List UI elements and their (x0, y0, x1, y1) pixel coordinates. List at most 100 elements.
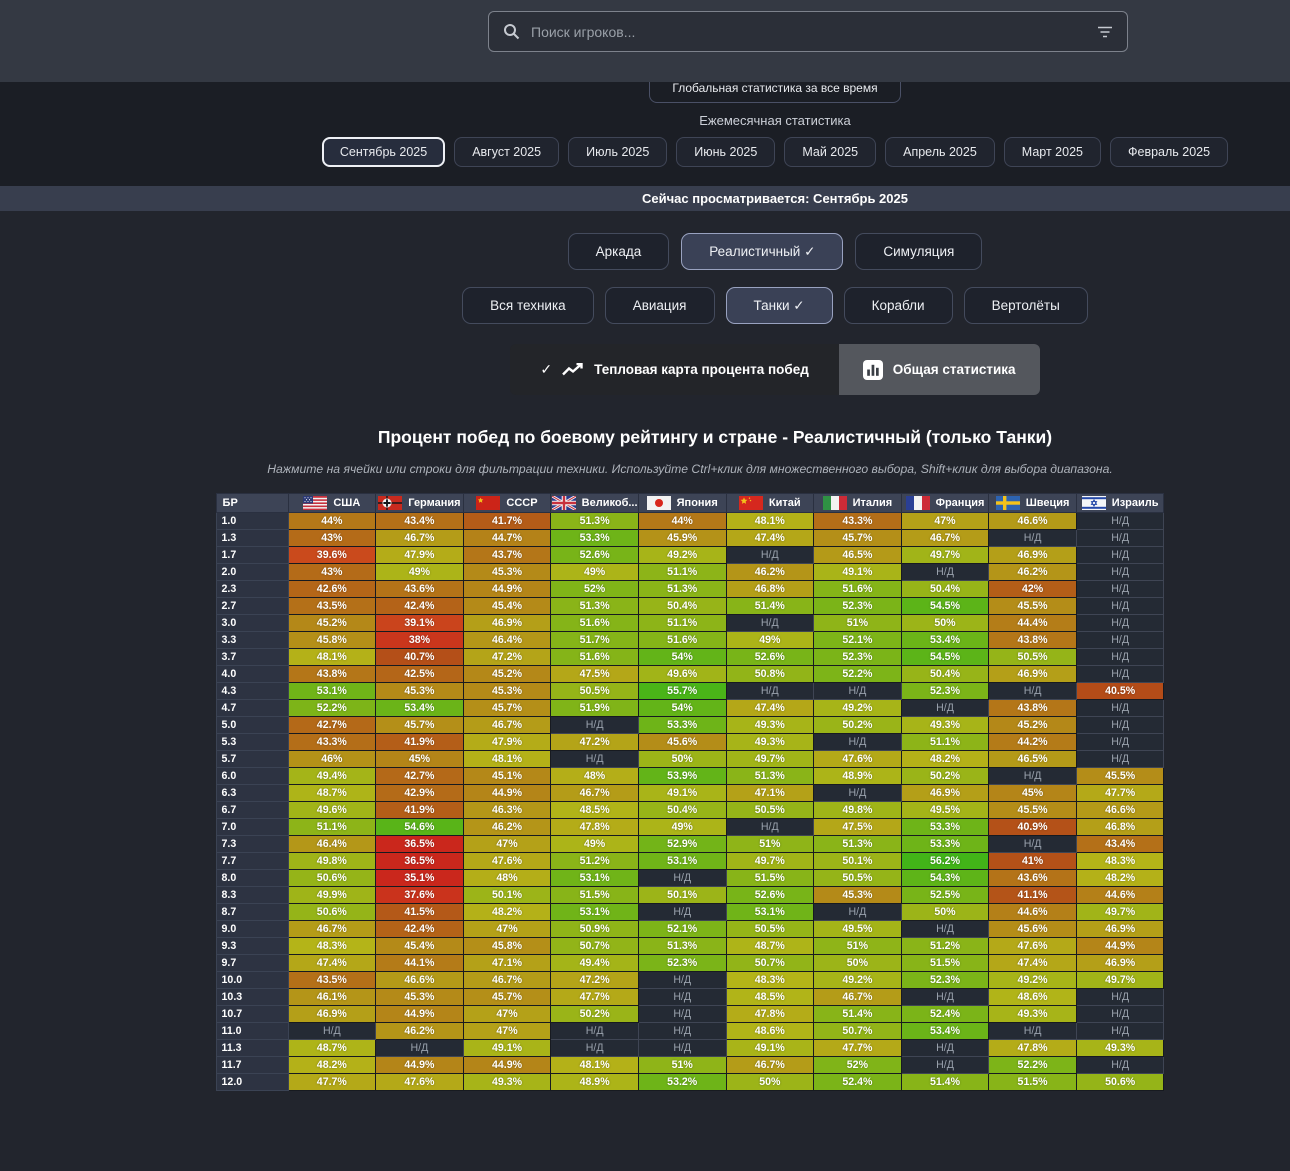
heatmap-cell[interactable]: 45.3% (462, 563, 552, 581)
heatmap-cell[interactable]: 45.3% (462, 682, 552, 700)
heatmap-cell[interactable]: 51.5% (725, 869, 815, 887)
heatmap-cell[interactable]: Н/Д (988, 767, 1077, 785)
heatmap-cell[interactable]: 46.2% (462, 818, 552, 836)
br-cell[interactable]: 4.3 (215, 682, 289, 700)
heatmap-cell[interactable]: Н/Д (1075, 546, 1165, 564)
heatmap-cell[interactable]: Н/Д (900, 988, 990, 1006)
heatmap-cell[interactable]: 50.4% (900, 665, 990, 683)
heatmap-cell[interactable]: 53.3% (900, 818, 990, 836)
heatmap-cell[interactable]: 46.7% (462, 971, 552, 989)
heatmap-cell[interactable]: 48.1% (550, 1056, 639, 1074)
heatmap-cell[interactable]: 48.3% (287, 937, 377, 955)
heatmap-cell[interactable]: 52.6% (725, 648, 815, 666)
heatmap-cell[interactable]: 49.3% (988, 1005, 1077, 1023)
heatmap-cell[interactable]: 44.2% (988, 733, 1077, 751)
heatmap-cell[interactable]: Н/Д (988, 529, 1077, 547)
heatmap-cell[interactable]: 45.7% (813, 529, 902, 547)
heatmap-cell[interactable]: 49.4% (550, 954, 639, 972)
heatmap-cell[interactable]: 42.5% (375, 665, 464, 683)
heatmap-cell[interactable]: 48.9% (550, 1073, 639, 1091)
month-button[interactable]: Март 2025 (1003, 137, 1101, 167)
br-cell[interactable]: 7.3 (215, 835, 289, 853)
heatmap-cell[interactable]: Н/Д (1075, 699, 1165, 717)
heatmap-cell[interactable]: 53.9% (637, 767, 727, 785)
br-cell[interactable]: 4.7 (215, 699, 289, 717)
br-cell[interactable]: 10.7 (215, 1005, 289, 1023)
heatmap-cell[interactable]: 45.3% (375, 988, 464, 1006)
heatmap-cell[interactable]: 47.8% (988, 1039, 1077, 1057)
month-button[interactable]: Февраль 2025 (1110, 137, 1229, 167)
br-cell[interactable]: 9.7 (215, 954, 289, 972)
heatmap-cell[interactable]: 50.1% (462, 886, 552, 904)
heatmap-cell[interactable]: 50.6% (1075, 1073, 1165, 1091)
heatmap-cell[interactable]: Н/Д (725, 546, 815, 564)
heatmap-cell[interactable]: 43.8% (287, 665, 377, 683)
br-cell[interactable]: 7.0 (215, 818, 289, 836)
heatmap-cell[interactable]: 50.4% (900, 580, 990, 598)
heatmap-cell[interactable]: Н/Д (550, 750, 639, 768)
heatmap-cell[interactable]: 47.4% (988, 954, 1077, 972)
heatmap-cell[interactable]: 45.7% (462, 699, 552, 717)
search-input[interactable] (531, 23, 1086, 40)
month-button[interactable]: Апрель 2025 (885, 137, 995, 167)
heatmap-cell[interactable]: Н/Д (637, 1005, 727, 1023)
heatmap-cell[interactable]: 49.7% (725, 750, 815, 768)
heatmap-cell[interactable]: 35.1% (375, 869, 464, 887)
heatmap-cell[interactable]: 41.7% (462, 512, 552, 530)
heatmap-cell[interactable]: Н/Д (725, 682, 815, 700)
heatmap-cell[interactable]: 46.2% (988, 563, 1077, 581)
heatmap-cell[interactable]: 51.1% (900, 733, 990, 751)
heatmap-cell[interactable]: 52.6% (550, 546, 639, 564)
heatmap-cell[interactable]: 41.1% (988, 886, 1077, 904)
heatmap-cell[interactable]: 46.9% (1075, 920, 1165, 938)
heatmap-cell[interactable]: 43.3% (287, 733, 377, 751)
heatmap-cell[interactable]: 43% (287, 529, 377, 547)
heatmap-cell[interactable]: 45.7% (375, 716, 464, 734)
heatmap-cell[interactable]: 48.1% (462, 750, 552, 768)
heatmap-cell[interactable]: 49.9% (287, 886, 377, 904)
heatmap-cell[interactable]: 53.4% (375, 699, 464, 717)
br-cell[interactable]: 8.0 (215, 869, 289, 887)
heatmap-cell[interactable]: 51.4% (900, 1073, 990, 1091)
heatmap-cell[interactable]: 47.7% (813, 1039, 902, 1057)
heatmap-cell[interactable]: 51.6% (637, 631, 727, 649)
heatmap-cell[interactable]: Н/Д (900, 920, 990, 938)
heatmap-cell[interactable]: 54% (637, 648, 727, 666)
heatmap-cell[interactable]: 51.3% (813, 835, 902, 853)
heatmap-cell[interactable]: 50.4% (637, 801, 727, 819)
heatmap-cell[interactable]: 45.7% (462, 988, 552, 1006)
month-button[interactable]: Июнь 2025 (676, 137, 776, 167)
br-cell[interactable]: 8.7 (215, 903, 289, 921)
heatmap-cell[interactable]: 53.3% (637, 716, 727, 734)
heatmap-cell[interactable]: 43.4% (1075, 835, 1165, 853)
country-column-header[interactable]: Китай (725, 493, 815, 513)
heatmap-cell[interactable]: 48.7% (287, 1039, 377, 1057)
heatmap-cell[interactable]: 48.5% (725, 988, 815, 1006)
heatmap-cell[interactable]: 42.9% (375, 784, 464, 802)
heatmap-cell[interactable]: 51.3% (550, 512, 639, 530)
heatmap-cell[interactable]: 51.1% (287, 818, 377, 836)
heatmap-cell[interactable]: 40.7% (375, 648, 464, 666)
heatmap-cell[interactable]: Н/Д (637, 869, 727, 887)
heatmap-cell[interactable]: 52.3% (637, 954, 727, 972)
game-mode-button[interactable]: Аркада (567, 233, 670, 270)
heatmap-cell[interactable]: 50.2% (900, 767, 990, 785)
heatmap-cell[interactable]: 50.6% (287, 903, 377, 921)
heatmap-cell[interactable]: 49.7% (725, 852, 815, 870)
heatmap-cell[interactable]: 48.2% (287, 1056, 377, 1074)
heatmap-cell[interactable]: 47.2% (550, 971, 639, 989)
heatmap-cell[interactable]: 49.8% (813, 801, 902, 819)
heatmap-cell[interactable]: 47% (462, 1022, 552, 1040)
heatmap-cell[interactable]: 46.9% (287, 1005, 377, 1023)
heatmap-cell[interactable]: 52.3% (813, 597, 902, 615)
heatmap-cell[interactable]: 48.1% (725, 512, 815, 530)
heatmap-cell[interactable]: 39.1% (375, 614, 464, 632)
country-column-header[interactable]: Италия (813, 493, 902, 513)
heatmap-cell[interactable]: Н/Д (1075, 988, 1165, 1006)
heatmap-cell[interactable]: 47.5% (813, 818, 902, 836)
br-cell[interactable]: 10.0 (215, 971, 289, 989)
heatmap-cell[interactable]: 47.1% (462, 954, 552, 972)
heatmap-cell[interactable]: 47% (462, 835, 552, 853)
game-mode-button[interactable]: Симуляция (855, 233, 983, 270)
heatmap-cell[interactable]: 50.1% (813, 852, 902, 870)
